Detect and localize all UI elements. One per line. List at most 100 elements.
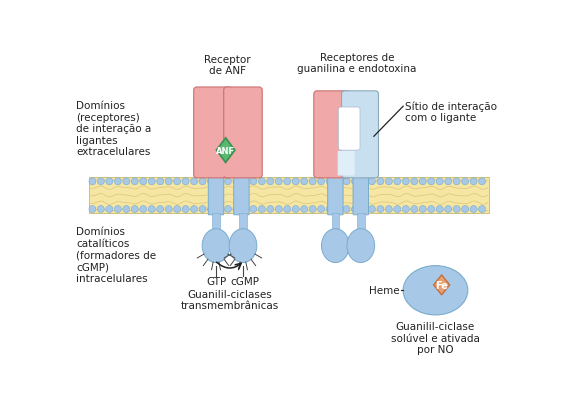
Text: Sítio de interação
com o ligante: Sítio de interação com o ligante: [404, 101, 497, 123]
Circle shape: [258, 206, 265, 213]
Circle shape: [174, 179, 181, 185]
Circle shape: [411, 179, 418, 185]
Circle shape: [114, 179, 121, 185]
Circle shape: [377, 206, 384, 213]
Bar: [89, 178, 489, 214]
Circle shape: [351, 206, 358, 213]
Circle shape: [402, 206, 409, 213]
Circle shape: [241, 206, 248, 213]
Circle shape: [428, 179, 434, 185]
Ellipse shape: [202, 229, 230, 263]
Circle shape: [326, 179, 333, 185]
Circle shape: [326, 206, 333, 213]
Circle shape: [419, 179, 426, 185]
Circle shape: [114, 206, 121, 213]
Text: ANF: ANF: [216, 146, 235, 155]
Circle shape: [335, 206, 342, 213]
Polygon shape: [434, 275, 449, 295]
Circle shape: [394, 179, 401, 185]
Circle shape: [351, 179, 358, 185]
Circle shape: [453, 206, 460, 213]
Circle shape: [267, 206, 273, 213]
Ellipse shape: [229, 229, 257, 263]
Text: Guanilil-ciclase
solúvel e ativada
por NO: Guanilil-ciclase solúvel e ativada por N…: [391, 321, 480, 354]
Circle shape: [199, 179, 206, 185]
FancyBboxPatch shape: [212, 214, 220, 246]
Circle shape: [233, 206, 240, 213]
Circle shape: [436, 206, 443, 213]
Circle shape: [182, 206, 189, 213]
FancyBboxPatch shape: [332, 214, 339, 246]
Circle shape: [385, 179, 392, 185]
Circle shape: [98, 206, 104, 213]
Circle shape: [132, 179, 138, 185]
FancyBboxPatch shape: [217, 152, 239, 177]
Circle shape: [292, 179, 299, 185]
Circle shape: [148, 179, 155, 185]
Circle shape: [335, 179, 342, 185]
Circle shape: [258, 179, 265, 185]
FancyBboxPatch shape: [342, 92, 379, 179]
Circle shape: [419, 206, 426, 213]
Circle shape: [445, 179, 452, 185]
Text: Guanilil-ciclases
transmembrânicas: Guanilil-ciclases transmembrânicas: [181, 289, 279, 311]
Circle shape: [411, 206, 418, 213]
FancyBboxPatch shape: [357, 214, 365, 246]
Text: GTP: GTP: [206, 277, 226, 287]
Circle shape: [470, 179, 477, 185]
Circle shape: [478, 206, 485, 213]
Circle shape: [89, 179, 96, 185]
Circle shape: [208, 206, 215, 213]
Circle shape: [89, 206, 96, 213]
Circle shape: [140, 179, 147, 185]
FancyBboxPatch shape: [194, 88, 232, 179]
Circle shape: [402, 179, 409, 185]
Circle shape: [284, 206, 291, 213]
Circle shape: [140, 206, 147, 213]
Circle shape: [385, 206, 392, 213]
Circle shape: [106, 179, 113, 185]
Circle shape: [292, 206, 299, 213]
FancyBboxPatch shape: [239, 214, 247, 246]
Circle shape: [318, 179, 325, 185]
Circle shape: [275, 206, 282, 213]
Circle shape: [106, 206, 113, 213]
Circle shape: [478, 179, 485, 185]
FancyBboxPatch shape: [208, 176, 224, 215]
Circle shape: [284, 179, 291, 185]
Circle shape: [165, 179, 172, 185]
Circle shape: [174, 206, 181, 213]
Circle shape: [216, 206, 223, 213]
Circle shape: [369, 206, 376, 213]
Circle shape: [157, 179, 164, 185]
Circle shape: [123, 206, 130, 213]
Circle shape: [182, 179, 189, 185]
Circle shape: [123, 179, 130, 185]
Circle shape: [377, 179, 384, 185]
Circle shape: [275, 179, 282, 185]
Circle shape: [445, 206, 452, 213]
FancyBboxPatch shape: [338, 151, 355, 176]
Circle shape: [301, 206, 308, 213]
Circle shape: [216, 179, 223, 185]
Circle shape: [199, 206, 206, 213]
Circle shape: [208, 179, 215, 185]
Text: cGMP: cGMP: [230, 277, 259, 287]
Circle shape: [428, 206, 434, 213]
FancyBboxPatch shape: [314, 92, 351, 179]
Text: Fe: Fe: [435, 280, 448, 290]
Circle shape: [233, 179, 240, 185]
FancyBboxPatch shape: [328, 176, 343, 215]
Circle shape: [224, 179, 231, 185]
FancyBboxPatch shape: [353, 176, 369, 215]
Circle shape: [267, 179, 273, 185]
Circle shape: [343, 206, 350, 213]
FancyBboxPatch shape: [339, 108, 360, 151]
Circle shape: [318, 206, 325, 213]
Polygon shape: [216, 139, 235, 163]
Text: Receptor
de ANF: Receptor de ANF: [204, 55, 251, 76]
FancyBboxPatch shape: [234, 176, 249, 215]
Circle shape: [453, 179, 460, 185]
Circle shape: [360, 179, 367, 185]
Ellipse shape: [347, 229, 374, 263]
